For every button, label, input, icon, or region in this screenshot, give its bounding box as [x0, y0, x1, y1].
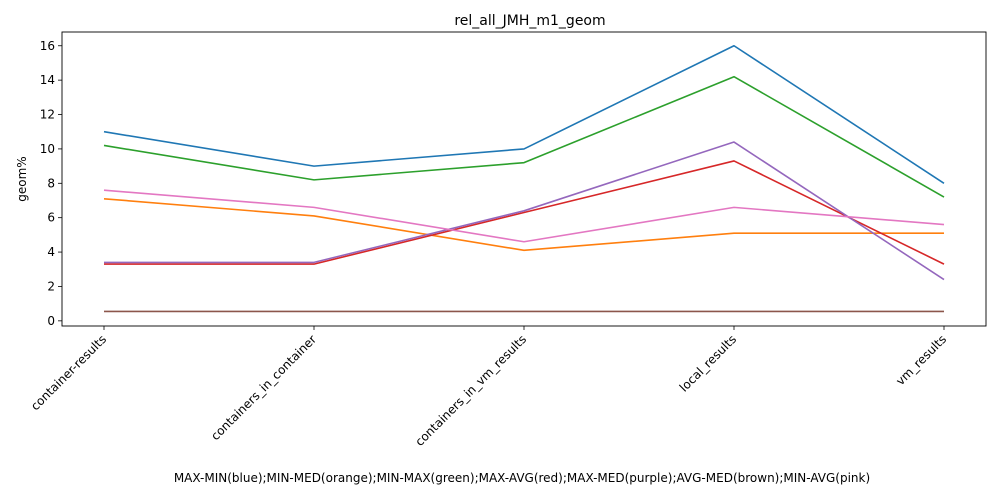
y-tick-label: 0 [47, 314, 55, 328]
series-line-2 [103, 75, 945, 198]
plot-frame [61, 31, 987, 327]
x-tick-label: containers_in_container [208, 332, 319, 443]
x-axis-label: MAX-MIN(blue);MIN-MED(orange);MIN-MAX(gr… [174, 471, 870, 485]
x-tick-label: local_results [677, 332, 739, 394]
series-line-1 [103, 197, 944, 252]
y-tick-label: 6 [47, 211, 55, 225]
y-axis: 0 2 4 6 8 10 12 14 16 [40, 39, 62, 328]
series-line-3 [104, 160, 945, 265]
y-tick-label: 16 [40, 39, 55, 53]
x-tick-label: containers_in_vm_results [412, 332, 529, 449]
series-line-4 [104, 141, 945, 281]
y-tick-label: 14 [40, 73, 55, 87]
series-line-6 [103, 189, 945, 243]
y-tick-label: 4 [47, 245, 55, 259]
y-tick-label: 12 [40, 108, 55, 122]
y-axis-label: geom% [15, 156, 29, 201]
x-axis: container-results containers_in_container… [28, 326, 949, 449]
y-tick-label: 2 [47, 279, 55, 293]
chart-title: rel_all_JMH_m1_geom [454, 13, 605, 29]
y-tick-label: 8 [47, 176, 55, 190]
plot-lines [103, 44, 945, 313]
y-tick-label: 10 [40, 142, 55, 156]
x-tick-label: vm_results [893, 332, 949, 388]
x-tick-label: container-results [28, 332, 109, 413]
series-line-0 [103, 44, 945, 184]
